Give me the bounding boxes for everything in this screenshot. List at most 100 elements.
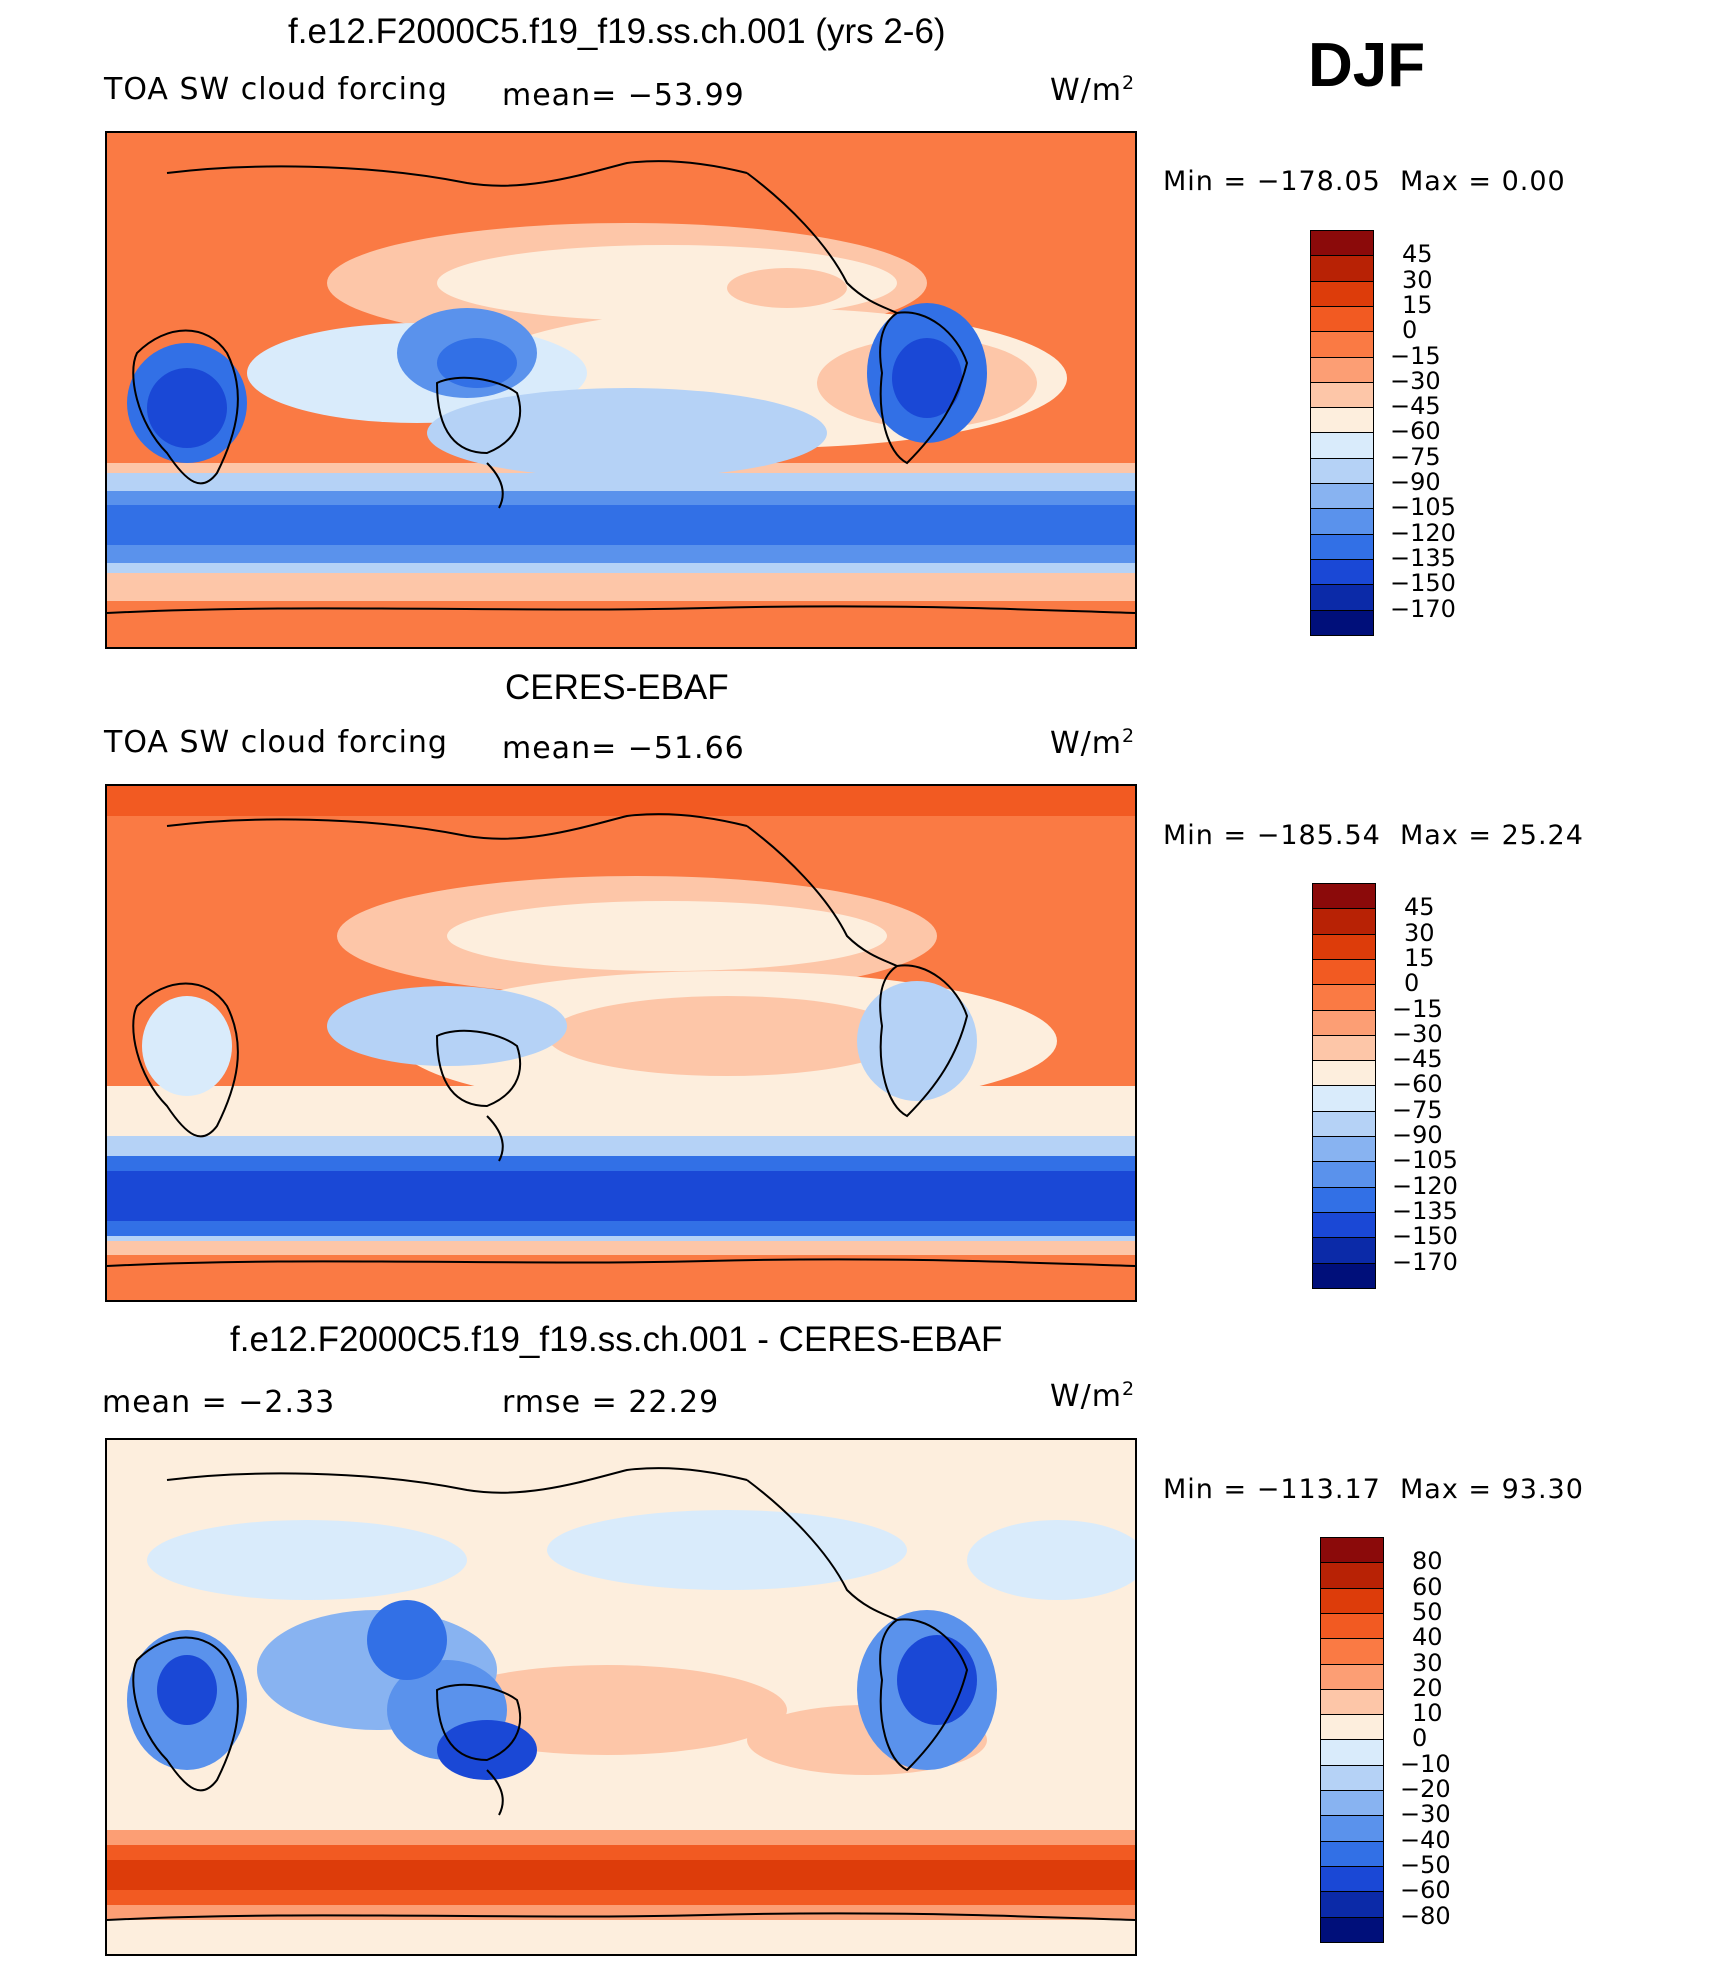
colorbar-tick-label: 80 [1412,1547,1443,1576]
colorbar-swatch [1312,958,1376,986]
colorbar-swatch [1312,1009,1376,1037]
panel-2-mean-label: mean= −51.66 [502,731,745,766]
panel-3-title: f.e12.F2000C5.f19_f19.ss.ch.001 - CERES-… [230,1320,1003,1359]
panel-3-units: W/m2 [1050,1378,1136,1414]
colorbar-swatch [1320,1815,1384,1843]
colorbar-swatch [1310,255,1374,283]
colorbar-swatch [1320,1790,1384,1817]
colorbar-tick-label: −120 [1390,518,1456,547]
panel-2-min-label: Min = −185.54 [1163,820,1381,851]
colorbar-swatch [1320,1562,1384,1590]
colorbar-tick-label: 60 [1412,1572,1443,1601]
panel-2-variable-label: TOA SW cloud forcing [104,725,448,760]
colorbar-tick-label: 40 [1412,1623,1443,1652]
colorbar-swatch [1310,305,1374,333]
colorbar-tick-label: −60 [1400,1876,1451,1905]
colorbar-tick-label: −135 [1392,1196,1458,1225]
colorbar-tick-label: 0 [1402,316,1418,345]
panel-3-mean-label: mean = −2.33 [102,1385,336,1420]
colorbar-swatch [1320,1612,1384,1640]
colorbar-tick-label: −170 [1390,594,1456,623]
colorbar-swatch [1312,1085,1376,1113]
colorbar-tick-label: −80 [1400,1901,1451,1930]
colorbar-tick-label: 30 [1412,1648,1443,1677]
colorbar-swatch [1320,1891,1384,1918]
colorbar-tick-label: −170 [1392,1247,1458,1276]
colorbar-tick-label: −45 [1392,1045,1443,1074]
colorbar-swatch [1320,1688,1384,1716]
panel-2-map [105,784,1137,1302]
colorbar-swatch [1310,331,1374,358]
colorbar-tick-label: 15 [1402,290,1433,319]
colorbar-swatch [1310,230,1374,257]
panel-1-map [105,131,1137,649]
colorbar-tick-label: −30 [1400,1800,1451,1829]
season-label: DJF [1308,31,1426,100]
colorbar-tick-label: 50 [1412,1597,1443,1626]
panel-1-mean-label: mean= −53.99 [502,78,745,113]
colorbar-swatch [1310,407,1374,434]
colorbar-swatch [1310,356,1374,384]
colorbar-swatch [1312,1237,1376,1264]
colorbar-tick-label: 30 [1402,265,1433,294]
panel-1-variable-label: TOA SW cloud forcing [104,72,448,107]
colorbar-swatch [1312,883,1376,910]
colorbar-tick-label: −60 [1392,1070,1443,1099]
panel-2-units: W/m2 [1050,725,1136,761]
panel-1-title: f.e12.F2000C5.f19_f19.ss.ch.001 (yrs 2-6… [288,12,946,51]
colorbar-tick-label: −75 [1390,442,1441,471]
colorbar-swatch [1320,1865,1384,1893]
panel-1-max-label: Max = 0.00 [1400,166,1566,197]
colorbar-swatch [1310,533,1374,561]
colorbar-tick-label: −10 [1400,1749,1451,1778]
colorbar-tick-label: −40 [1400,1825,1451,1854]
panel-2-max-label: Max = 25.24 [1400,820,1584,851]
colorbar-swatch [1310,280,1374,308]
colorbar-tick-label: −45 [1390,392,1441,421]
colorbar-swatch [1312,1060,1376,1087]
colorbar-swatch [1312,908,1376,936]
colorbar-tick-label: −105 [1390,493,1456,522]
panel-3-min-label: Min = −113.17 [1163,1474,1381,1505]
colorbar-swatch [1310,483,1374,510]
colorbar-tick-label: −105 [1392,1146,1458,1175]
colorbar-swatch [1312,1034,1376,1062]
colorbar-tick-label: −120 [1392,1171,1458,1200]
colorbar-tick-label: 10 [1412,1699,1443,1728]
colorbar-swatch [1320,1638,1384,1665]
colorbar-tick-label: −90 [1390,468,1441,496]
colorbar-tick-label: −50 [1400,1850,1451,1879]
colorbar-swatch [1310,432,1374,460]
colorbar-swatch [1310,457,1374,485]
colorbar-tick-label: −15 [1390,341,1441,370]
colorbar-tick-label: −15 [1392,994,1443,1023]
panel-3-max-label: Max = 93.30 [1400,1474,1584,1505]
colorbar-tick-label: −135 [1390,543,1456,572]
colorbar-tick-label: 20 [1412,1673,1443,1702]
colorbar-swatch [1312,984,1376,1011]
colorbar-tick-label: −20 [1400,1775,1451,1803]
colorbar-tick-label: −30 [1392,1019,1443,1048]
colorbar-tick-label: −30 [1390,366,1441,395]
colorbar-swatch [1312,1211,1376,1239]
colorbar-swatch [1310,381,1374,409]
panel-1-map-canvas [107,133,1135,647]
colorbar-tick-label: −150 [1392,1222,1458,1251]
colorbar-swatch [1310,584,1374,611]
panel-1-units: W/m2 [1050,72,1136,108]
panel-3-map [105,1438,1137,1956]
colorbar-tick-label: 45 [1402,240,1433,269]
colorbar-tick-label: −90 [1392,1121,1443,1149]
colorbar-swatch [1310,558,1374,586]
colorbar-swatch [1312,1161,1376,1189]
colorbar-swatch [1320,1916,1384,1944]
colorbar-swatch [1312,1262,1376,1290]
colorbar-swatch [1312,1186,1376,1214]
colorbar-tick-label: 30 [1404,918,1435,947]
colorbar-swatch [1312,1110,1376,1138]
colorbar-tick-label: −150 [1390,569,1456,598]
colorbar-tick-label: 15 [1404,943,1435,972]
panel-2-map-canvas [107,786,1135,1300]
colorbar-swatch [1320,1714,1384,1741]
colorbar-swatch [1320,1840,1384,1868]
